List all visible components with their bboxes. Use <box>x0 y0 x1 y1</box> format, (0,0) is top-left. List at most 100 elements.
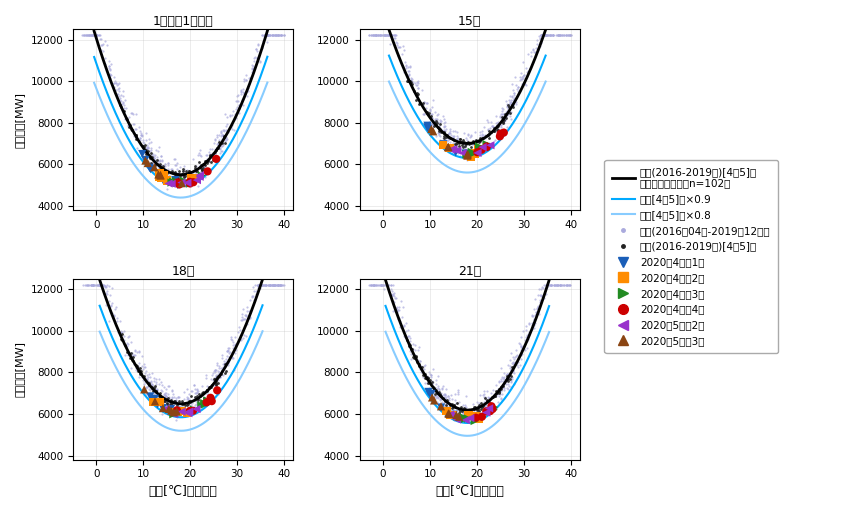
Point <box>187 381 201 389</box>
Point <box>187 381 201 389</box>
Point <box>173 397 186 405</box>
Point <box>421 386 434 394</box>
Point <box>218 135 232 144</box>
Point <box>195 164 208 172</box>
Point <box>269 281 283 289</box>
Point <box>425 393 439 402</box>
Point <box>76 31 89 40</box>
Point <box>405 77 418 86</box>
Point <box>250 54 264 63</box>
Point <box>467 140 480 148</box>
Point <box>213 373 227 381</box>
Point <box>482 394 496 402</box>
Point <box>198 400 212 408</box>
Point <box>471 405 484 413</box>
Point <box>183 176 196 184</box>
Point <box>514 346 528 354</box>
Point <box>534 298 547 306</box>
Point <box>484 128 497 136</box>
Point <box>412 360 426 368</box>
Point <box>197 392 211 401</box>
Point <box>401 326 415 334</box>
Point <box>457 404 471 412</box>
Point <box>221 344 235 352</box>
Point <box>383 31 397 40</box>
Point <box>145 381 159 389</box>
Point <box>82 31 95 40</box>
Point <box>118 350 132 359</box>
Point <box>211 386 224 394</box>
Point <box>473 142 486 150</box>
Point <box>201 390 214 398</box>
Point <box>490 390 503 398</box>
Point <box>194 146 207 154</box>
Point <box>438 122 451 130</box>
Point <box>139 149 152 157</box>
Point <box>271 31 285 40</box>
Point <box>463 414 477 422</box>
Point <box>146 157 160 166</box>
Point <box>443 144 456 152</box>
Point <box>275 281 288 289</box>
Point <box>439 412 452 421</box>
Point <box>497 116 511 125</box>
Point <box>190 389 204 398</box>
Point <box>475 412 489 421</box>
Point <box>271 281 285 289</box>
Point <box>126 126 139 134</box>
Point <box>483 124 496 132</box>
Point <box>431 372 445 380</box>
Point <box>450 128 463 136</box>
Point <box>243 312 257 321</box>
Point <box>209 372 223 380</box>
Point <box>425 114 439 122</box>
Point <box>206 145 219 153</box>
Point <box>452 136 466 145</box>
Point <box>268 281 281 289</box>
Point <box>172 166 185 174</box>
Point <box>511 358 524 366</box>
Point <box>105 299 118 307</box>
Point <box>478 389 491 398</box>
Point <box>464 143 478 151</box>
Point <box>502 369 516 378</box>
Point <box>215 142 229 150</box>
Point <box>122 332 136 340</box>
Point <box>235 90 248 98</box>
Point <box>550 281 564 289</box>
Point <box>136 139 150 147</box>
Point <box>237 90 251 98</box>
Point <box>253 281 267 289</box>
Point <box>209 145 223 153</box>
Point <box>379 31 393 40</box>
Point <box>489 387 502 395</box>
Point <box>162 180 175 188</box>
Point <box>128 125 142 133</box>
Point <box>484 394 497 402</box>
Point <box>224 334 237 343</box>
Point <box>421 122 434 130</box>
Point <box>427 96 440 104</box>
Point <box>439 385 453 393</box>
Point <box>540 281 553 289</box>
Point <box>445 146 458 154</box>
Point <box>140 145 154 153</box>
Point <box>94 35 107 43</box>
Point <box>105 284 119 292</box>
Point <box>181 400 195 408</box>
Point <box>115 90 128 98</box>
Point <box>237 315 251 323</box>
Point <box>385 291 399 299</box>
Point <box>395 50 409 58</box>
Point <box>490 127 504 135</box>
Point <box>230 346 243 354</box>
Point <box>241 87 255 95</box>
Point <box>89 31 103 40</box>
Point <box>375 281 388 289</box>
Point <box>86 31 99 40</box>
Point <box>166 168 179 176</box>
Point <box>207 375 221 383</box>
Point <box>90 281 104 289</box>
Point <box>394 317 407 325</box>
Point <box>176 167 190 175</box>
